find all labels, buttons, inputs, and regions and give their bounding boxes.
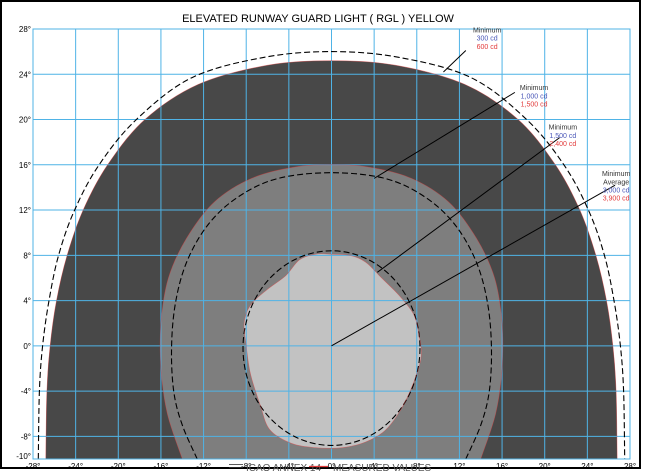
- annotation-text: Minimum: [473, 27, 502, 34]
- annotation-text: 3,000 cd: [603, 188, 630, 195]
- annex-boundary-middle: [170, 172, 493, 459]
- y-tick-label: 0°: [23, 342, 31, 351]
- y-tick-label: 20°: [19, 116, 31, 125]
- x-tick-label: 16°: [496, 462, 508, 471]
- legend: ICAO ANNEX 14 MEASURED VALUES: [229, 463, 432, 474]
- annotation-text: 600 cd: [477, 44, 498, 51]
- y-tick-label: -8°: [21, 432, 31, 441]
- y-tick-label: 4°: [23, 297, 31, 306]
- x-tick-label: 4°: [370, 462, 378, 471]
- measured-boundary-outer: [45, 60, 618, 459]
- x-tick-label: 20°: [539, 462, 551, 471]
- x-tick-label: -4°: [284, 462, 294, 471]
- x-tick-label: 12°: [453, 462, 465, 471]
- x-tick-label: -8°: [241, 462, 251, 471]
- x-tick-label: 24°: [581, 462, 593, 471]
- y-tick-label: -4°: [21, 387, 31, 396]
- annotation-text: 1,500 cd: [549, 133, 576, 140]
- annex-boundary-inner: [242, 250, 421, 446]
- x-tick-label: -12°: [196, 462, 211, 471]
- legend-label-measured: MEASURED VALUES: [333, 463, 432, 474]
- annotation-text: 1,000 cd: [521, 93, 548, 100]
- x-axis-ticks: -28° -24° -20° -16° -12° -8° -4° 0° 4° 8° 12° 16° 20…: [26, 462, 636, 471]
- x-tick-label: 28°: [624, 462, 636, 471]
- annotation-text: 3,900 cd: [603, 196, 630, 203]
- x-tick-label: -20°: [111, 462, 126, 471]
- y-tick-label: -10°: [16, 452, 31, 461]
- y-tick-label: 28°: [19, 25, 31, 34]
- y-tick-label: 24°: [19, 70, 31, 79]
- measured-boundary-inner: [243, 253, 422, 449]
- boundary-lines: [37, 51, 626, 459]
- region-inner: [243, 253, 422, 449]
- plot-border: [32, 28, 631, 460]
- leader-line-1: [373, 91, 516, 179]
- annex-boundary-outer: [37, 51, 626, 459]
- chart-title: ELEVATED RUNWAY GUARD LIGHT ( RGL ) YELL…: [182, 13, 454, 25]
- annotation-text: Minimum: [602, 171, 631, 178]
- leader-line-0: [443, 50, 467, 73]
- y-axis-ticks: -10° -8° -4° 0° 4° 8° 12° 16° 20° 24° 28°: [16, 25, 31, 461]
- y-tick-label: 8°: [23, 251, 31, 260]
- y-tick-label: 16°: [19, 161, 31, 170]
- x-tick-label: -16°: [154, 462, 169, 471]
- x-tick-label: -24°: [68, 462, 83, 471]
- measured-boundary-middle: [159, 164, 504, 459]
- x-tick-label: 0°: [328, 462, 336, 471]
- plot-area: [33, 29, 630, 459]
- annotation-text: 300 cd: [477, 36, 498, 43]
- y-tick-label: 12°: [19, 206, 31, 215]
- x-tick-label: -28°: [26, 462, 41, 471]
- x-tick-label: 8°: [413, 462, 421, 471]
- annotation-text: 1,500 cd: [521, 102, 548, 109]
- annotation-leaders: [331, 50, 616, 347]
- annotation-text: Minimum: [549, 125, 578, 132]
- annotation-text: Average: [603, 179, 629, 186]
- legend-label-annex: ICAO ANNEX 14: [246, 463, 321, 474]
- leader-line-3: [331, 184, 616, 347]
- annotation-text: 2,400 cd: [549, 141, 576, 148]
- leader-line-2: [377, 137, 560, 273]
- annotation-text: Minimum: [520, 85, 549, 92]
